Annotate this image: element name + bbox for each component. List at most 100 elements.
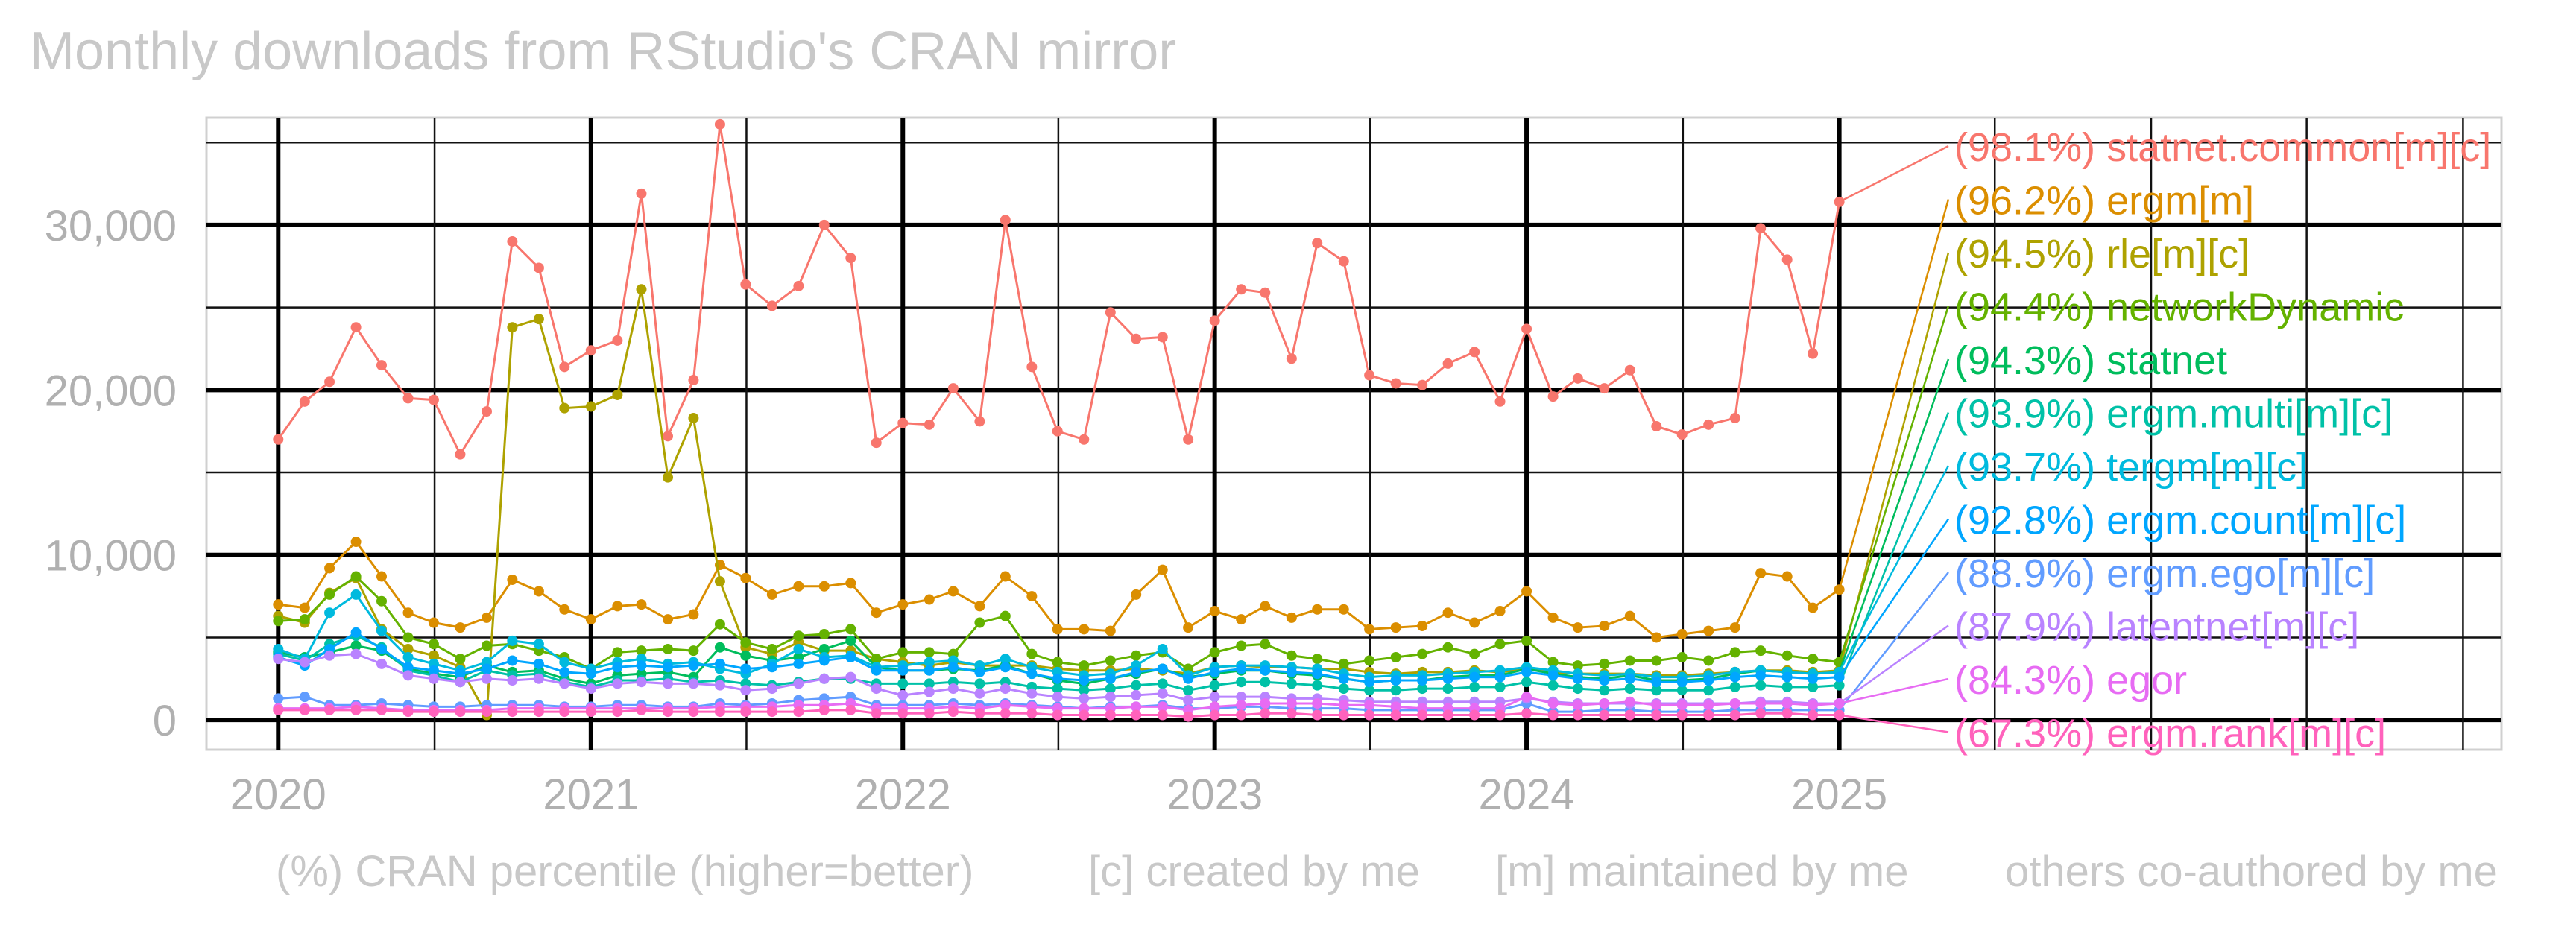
data-point: [1547, 612, 1559, 623]
data-point: [636, 284, 647, 295]
data-point: [1469, 617, 1480, 628]
data-point: [845, 652, 856, 663]
data-point: [897, 665, 909, 676]
data-point: [299, 396, 310, 407]
data-point: [1286, 353, 1297, 364]
data-point: [871, 654, 882, 665]
data-point: [1183, 622, 1194, 633]
data-point: [1286, 650, 1297, 661]
data-point: [559, 678, 570, 689]
data-point: [766, 683, 777, 695]
data-point: [1755, 645, 1767, 657]
data-point: [1312, 238, 1323, 249]
data-point: [688, 609, 699, 620]
data-point: [1157, 663, 1168, 674]
data-point: [897, 708, 909, 719]
label-leader: [1838, 412, 1950, 686]
data-point: [1260, 698, 1271, 709]
data-point: [1442, 709, 1453, 721]
label-leader: [1838, 199, 1950, 590]
data-point: [1469, 648, 1480, 659]
data-point: [818, 704, 830, 715]
data-point: [947, 662, 959, 673]
data-point: [1572, 660, 1583, 671]
data-point: [299, 692, 310, 703]
data-point: [871, 665, 882, 676]
data-point: [688, 375, 699, 386]
data-point: [1364, 700, 1375, 711]
data-point: [324, 650, 335, 661]
data-point: [1624, 655, 1635, 666]
data-point: [1521, 677, 1532, 688]
data-point: [612, 678, 623, 689]
label-leader: [1838, 358, 1950, 673]
data-point: [533, 673, 544, 684]
data-point: [1781, 681, 1793, 692]
data-point: [1521, 692, 1532, 703]
data-point: [974, 617, 985, 628]
data-point: [376, 625, 387, 636]
data-point: [663, 614, 674, 625]
data-point: [714, 118, 725, 130]
data-point: [533, 658, 544, 669]
data-point: [1781, 571, 1793, 582]
y-tick-label: 20,000: [45, 367, 177, 415]
y-tick-label: 30,000: [45, 202, 177, 250]
data-point: [1494, 709, 1506, 721]
caption: (%) CRAN percentile (higher=better) [c] …: [0, 847, 2576, 914]
data-point: [1105, 625, 1116, 636]
data-point: [714, 642, 725, 653]
data-point: [1390, 701, 1401, 712]
data-point: [1286, 666, 1297, 677]
data-point: [924, 678, 935, 689]
data-point: [818, 219, 830, 230]
data-point: [947, 586, 959, 597]
data-point: [740, 572, 751, 583]
data-point: [1286, 612, 1297, 623]
data-point: [871, 708, 882, 719]
data-point: [766, 589, 777, 600]
data-point: [1260, 639, 1271, 650]
data-point: [1729, 698, 1740, 709]
data-point: [974, 708, 985, 719]
data-point: [350, 322, 362, 333]
data-point: [663, 472, 674, 483]
data-point: [1494, 681, 1506, 692]
data-point: [324, 589, 335, 600]
data-point: [636, 645, 647, 657]
data-point: [350, 537, 362, 548]
data-point: [533, 262, 544, 273]
data-point: [793, 280, 804, 291]
data-point: [559, 666, 570, 677]
data-point: [1599, 658, 1610, 669]
data-point: [402, 393, 414, 404]
data-point: [974, 416, 985, 427]
data-point: [1338, 700, 1349, 711]
data-point: [402, 607, 414, 619]
data-point: [612, 601, 623, 612]
series-label: (87.9%) latentnet[m][c]: [1954, 605, 2359, 650]
series-label: (93.9%) ergm.multi[m][c]: [1954, 392, 2393, 437]
caption-maintained: [m] maintained by me: [1495, 847, 1909, 896]
data-point: [1755, 680, 1767, 691]
data-point: [1236, 692, 1247, 703]
data-point: [559, 402, 570, 414]
data-point: [507, 675, 518, 686]
data-point: [1808, 681, 1819, 692]
data-point: [428, 650, 439, 661]
data-point: [1105, 683, 1116, 695]
data-point: [1676, 652, 1688, 663]
data-point: [1312, 654, 1323, 665]
data-point: [1781, 708, 1793, 719]
data-point: [1052, 657, 1063, 668]
data-point: [897, 417, 909, 428]
data-point: [273, 693, 284, 704]
data-point: [1521, 708, 1532, 719]
data-point: [533, 706, 544, 718]
data-point: [1755, 698, 1767, 709]
data-point: [974, 678, 985, 689]
data-point: [1338, 709, 1349, 721]
data-point: [1260, 708, 1271, 719]
data-point: [924, 419, 935, 430]
